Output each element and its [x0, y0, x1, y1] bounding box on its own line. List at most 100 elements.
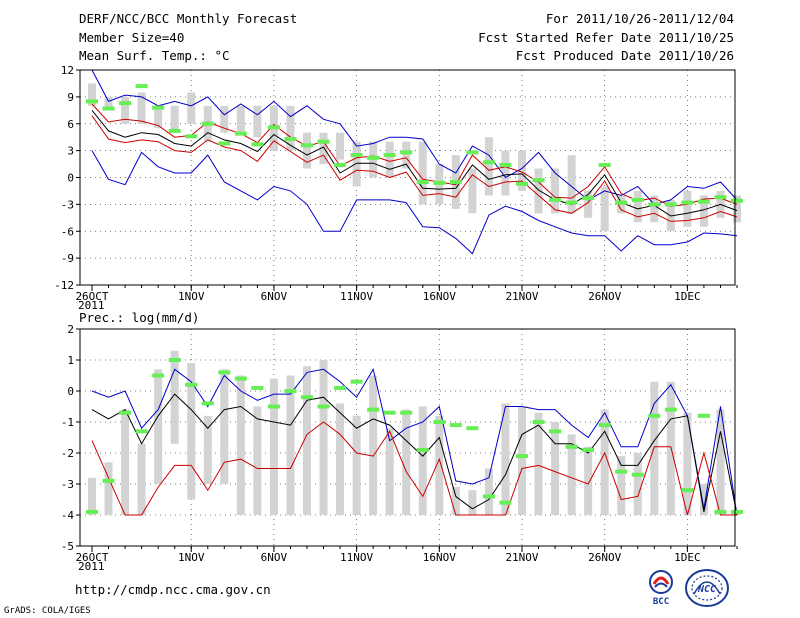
spread-box	[402, 409, 411, 515]
x-tick-label: 11NOV	[340, 290, 373, 303]
obs-marker	[267, 125, 280, 130]
spread-box	[584, 446, 593, 515]
obs-marker	[549, 429, 562, 434]
obs-marker	[152, 373, 165, 378]
y-tick-label: -4	[61, 509, 75, 522]
obs-marker	[267, 404, 280, 409]
spread-box	[352, 415, 361, 515]
x-tick-label: 26NOV	[588, 551, 621, 564]
spread-box	[236, 375, 245, 515]
x-tick-sublabel: 2011	[78, 560, 105, 573]
obs-marker	[218, 141, 231, 146]
spread-box	[88, 477, 96, 515]
spread-box	[253, 105, 262, 138]
spread-box	[501, 403, 510, 515]
spread-box	[600, 409, 609, 515]
obs-marker	[400, 150, 413, 155]
spread-box	[418, 141, 427, 205]
spread-box	[518, 406, 526, 515]
y-tick-label: 3	[67, 145, 74, 158]
obs-marker	[482, 494, 495, 499]
obs-marker	[582, 196, 595, 201]
series-line-min	[91, 421, 737, 516]
spread-box	[733, 195, 741, 223]
obs-marker	[201, 401, 214, 406]
spread-box	[534, 412, 543, 515]
x-tick-sublabel: 2011	[78, 299, 105, 312]
spread-box	[699, 195, 708, 227]
variable-label-prec: Prec.: log(mm/d)	[79, 310, 200, 325]
spread-box	[236, 105, 245, 133]
obs-marker	[615, 469, 628, 474]
obs-marker	[466, 426, 479, 431]
obs-marker	[185, 134, 198, 139]
spread-box	[699, 484, 708, 515]
obs-marker	[86, 99, 98, 104]
obs-marker	[301, 395, 313, 400]
y-tick-label: 9	[67, 91, 74, 104]
obs-marker	[334, 385, 347, 390]
spread-box	[286, 105, 295, 151]
x-tick-label: 26OCT	[75, 551, 108, 564]
obs-marker	[119, 101, 132, 106]
obs-marker	[648, 202, 661, 207]
source-url[interactable]: http://cmdp.ncc.cma.gov.cn	[75, 582, 271, 597]
obs-marker	[350, 153, 363, 158]
obs-marker	[697, 199, 710, 204]
x-tick-label: 21NOV	[505, 290, 538, 303]
x-tick-label: 6NOV	[261, 290, 288, 303]
y-tick-label: -5	[61, 540, 74, 553]
spread-box	[88, 83, 96, 106]
x-tick-label: 1NOV	[178, 551, 205, 564]
spread-box	[187, 363, 196, 500]
y-tick-label: -1	[61, 416, 74, 429]
spread-box	[402, 141, 411, 169]
obs-marker	[631, 472, 644, 477]
forecast-period: For 2011/10/26-2011/12/04	[545, 11, 734, 26]
spread-box	[418, 406, 427, 515]
obs-marker	[334, 162, 347, 167]
obs-marker	[301, 143, 313, 148]
y-tick-label: 2	[67, 323, 74, 336]
spread-box	[369, 375, 378, 515]
spread-box	[104, 96, 113, 111]
obs-marker	[598, 423, 611, 428]
obs-marker	[549, 197, 562, 202]
obs-marker	[234, 376, 247, 381]
obs-marker	[168, 128, 181, 133]
obs-marker	[218, 370, 231, 375]
obs-marker	[383, 410, 396, 415]
obs-marker	[416, 447, 429, 452]
obs-marker	[697, 413, 710, 418]
fcst-started-date: Fcst Started Refer Date 2011/10/25	[478, 30, 734, 45]
spread-box	[600, 186, 609, 232]
x-tick-label: 1DEC	[674, 551, 701, 564]
x-tick-label: 16NOV	[423, 551, 456, 564]
spread-box	[584, 190, 593, 218]
spread-box	[253, 406, 262, 515]
series-lines	[91, 69, 738, 255]
obs-marker	[367, 155, 380, 160]
spread-box	[385, 428, 394, 515]
obs-marker	[234, 131, 247, 136]
obs-marker	[516, 181, 528, 186]
obs-marker	[350, 379, 363, 384]
spread-box	[319, 132, 328, 165]
obs-marker	[383, 153, 396, 158]
spread-box	[435, 415, 444, 515]
spread-box	[269, 378, 278, 515]
obs-marker	[449, 179, 462, 184]
spread-box	[518, 150, 526, 191]
spread-boxes	[88, 83, 741, 232]
spread-box	[633, 453, 642, 515]
spread-box	[650, 195, 659, 223]
fcst-produced-date: Fcst Produced Date 2011/10/26	[515, 48, 734, 63]
obs-marker	[499, 162, 512, 167]
chart-title: DERF/NCC/BCC Monthly Forecast	[79, 11, 298, 26]
obs-marker	[681, 200, 694, 205]
ncc-logo: NCC	[685, 569, 729, 607]
y-tick-label: 0	[67, 385, 74, 398]
obs-marker	[565, 200, 578, 205]
